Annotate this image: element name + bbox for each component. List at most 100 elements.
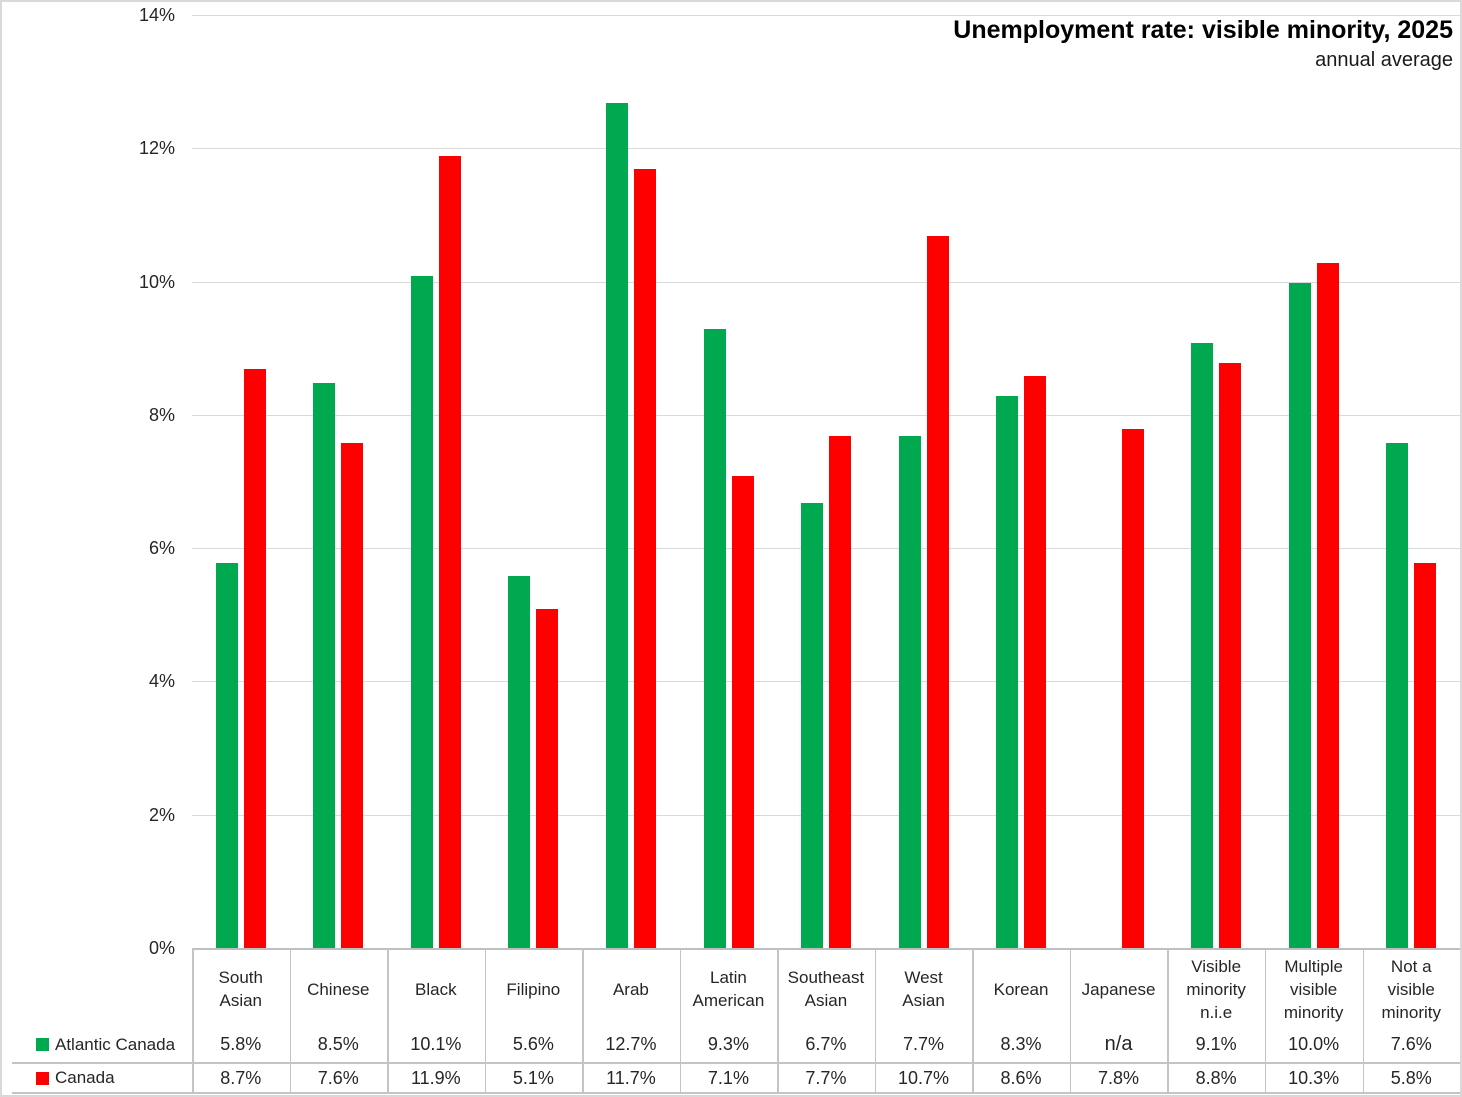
- bar-atlantic-canada-chinese[interactable]: [313, 382, 336, 949]
- y-axis-label: 14%: [138, 5, 175, 25]
- table-cell-atlantic-canada-latin-american: 9.3%: [707, 1034, 749, 1054]
- bar-canada-southeast-asian[interactable]: [829, 435, 851, 949]
- table-cell-atlantic-canada-filipino: 5.6%: [512, 1034, 554, 1054]
- table-cell-atlantic-canada-chinese: 8.5%: [317, 1034, 359, 1054]
- bar-canada-not-a-visible-minority[interactable]: [1414, 562, 1437, 949]
- bar-atlantic-canada-black[interactable]: [410, 275, 433, 949]
- bar-canada-arab[interactable]: [633, 169, 656, 949]
- gridline: [192, 15, 1460, 16]
- bar-canada-west-asian[interactable]: [926, 235, 949, 949]
- category-label-japanese: Japanese: [1081, 979, 1156, 999]
- legend-canada: Canada: [36, 1064, 115, 1092]
- table-row-divider: [12, 1062, 1460, 1064]
- gridline: [192, 548, 1460, 550]
- table-column-divider: [1069, 949, 1072, 1094]
- bar-canada-japanese[interactable]: [1121, 429, 1144, 949]
- chart-subtitle: annual average: [1315, 49, 1453, 71]
- table-cell-canada-not-a-visible-minority: 5.8%: [1390, 1067, 1432, 1088]
- table-column-divider: [1264, 949, 1267, 1094]
- y-axis-label: 8%: [148, 404, 175, 425]
- category-label-korean: Korean: [993, 979, 1049, 999]
- y-axis-label: 2%: [148, 804, 175, 825]
- category-label-west-asian: West Asian: [902, 968, 945, 1010]
- table-cell-atlantic-canada-black: 10.1%: [410, 1034, 462, 1054]
- category-label-visible-minority-n-i-e: Visible minority n.i.e: [1186, 956, 1246, 1022]
- category-label-south-asian: South Asian: [218, 968, 263, 1010]
- table-cell-canada-black: 11.9%: [410, 1067, 461, 1088]
- table-cell-canada-korean: 8.6%: [1000, 1067, 1042, 1088]
- legend-swatch-atlantic-canada-icon: [36, 1038, 49, 1051]
- legend-label-atlantic-canada: Atlantic Canada: [55, 1034, 176, 1054]
- category-label-not-a-visible-minority: Not a visible minority: [1381, 956, 1441, 1022]
- table-cell-atlantic-canada-multiple-visible-minority: 10.0%: [1288, 1034, 1340, 1054]
- table-cell-atlantic-canada-south-asian: 5.8%: [220, 1034, 262, 1054]
- category-label-southeast-asian: Southeast Asian: [787, 968, 865, 1010]
- table-cell-canada-japanese: 7.8%: [1098, 1067, 1140, 1088]
- y-axis-label: 10%: [138, 271, 175, 292]
- bar-atlantic-canada-korean[interactable]: [996, 395, 1019, 949]
- table-column-divider: [484, 949, 487, 1094]
- bar-atlantic-canada-visible-minority-n-i-e[interactable]: [1191, 342, 1214, 949]
- table-column-divider: [1167, 949, 1169, 1094]
- table-cell-atlantic-canada-arab: 12.7%: [605, 1034, 657, 1054]
- category-label-arab: Arab: [612, 979, 649, 999]
- y-axis-label: 6%: [148, 538, 175, 559]
- table-cell-atlantic-canada-southeast-asian: 6.7%: [805, 1034, 847, 1054]
- table-cell-atlantic-canada-korean: 8.3%: [1000, 1034, 1042, 1054]
- bar-atlantic-canada-filipino[interactable]: [508, 575, 531, 949]
- table-bottom-border: [12, 1092, 1460, 1094]
- bar-canada-south-asian[interactable]: [243, 369, 266, 949]
- bar-canada-multiple-visible-minority[interactable]: [1316, 262, 1339, 949]
- bar-canada-black[interactable]: [438, 156, 461, 949]
- legend-atlantic-canada: Atlantic Canada: [36, 1028, 175, 1061]
- table-column-divider: [972, 949, 974, 1094]
- bar-atlantic-canada-west-asian[interactable]: [898, 435, 921, 949]
- bar-atlantic-canada-multiple-visible-minority[interactable]: [1288, 282, 1311, 949]
- bar-atlantic-canada-southeast-asian[interactable]: [801, 502, 823, 949]
- table-cell-atlantic-canada-not-a-visible-minority: 7.6%: [1390, 1034, 1432, 1054]
- category-label-multiple-visible-minority: Multiple visible minority: [1283, 956, 1344, 1022]
- table-cell-canada-visible-minority-n-i-e: 8.8%: [1195, 1067, 1237, 1088]
- table-column-divider: [387, 949, 389, 1094]
- chart-title: Unemployment rate: visible minority, 202…: [953, 16, 1453, 44]
- gridline: [192, 281, 1460, 283]
- table-cell-canada-chinese: 7.6%: [317, 1067, 359, 1088]
- legend-label-canada: Canada: [55, 1068, 115, 1087]
- table-column-divider: [289, 949, 292, 1094]
- table-column-divider: [679, 949, 682, 1094]
- table-cell-canada-arab: 11.7%: [606, 1067, 656, 1088]
- gridline: [192, 814, 1460, 816]
- table-cell-canada-west-asian: 10.7%: [898, 1067, 950, 1088]
- bar-atlantic-canada-latin-american[interactable]: [703, 329, 726, 949]
- table-cell-atlantic-canada-west-asian: 7.7%: [903, 1034, 945, 1054]
- table-cell-atlantic-canada-japanese: n/a: [1104, 1033, 1133, 1055]
- category-label-filipino: Filipino: [506, 979, 561, 999]
- table-cell-canada-multiple-visible-minority: 10.3%: [1288, 1067, 1340, 1088]
- y-axis-label: 12%: [138, 138, 175, 159]
- x-axis-line: [192, 948, 1460, 950]
- bar-canada-korean[interactable]: [1024, 375, 1047, 949]
- y-axis-label: 0%: [148, 938, 175, 958]
- table-cell-canada-filipino: 5.1%: [512, 1067, 554, 1088]
- bar-atlantic-canada-arab[interactable]: [605, 102, 628, 949]
- category-label-black: Black: [415, 979, 457, 999]
- table-cell-canada-south-asian: 8.7%: [220, 1067, 262, 1088]
- bar-atlantic-canada-south-asian[interactable]: [215, 562, 238, 949]
- gridline: [192, 148, 1460, 150]
- bar-atlantic-canada-not-a-visible-minority[interactable]: [1386, 442, 1409, 949]
- gridline: [192, 681, 1460, 683]
- legend-swatch-canada-icon: [36, 1071, 49, 1085]
- bar-canada-latin-american[interactable]: [731, 475, 754, 949]
- table-cell-canada-latin-american: 7.1%: [707, 1067, 749, 1088]
- table-column-divider: [874, 949, 877, 1094]
- table-column-divider: [1460, 949, 1462, 1094]
- bar-canada-chinese[interactable]: [341, 442, 364, 949]
- bar-canada-visible-minority-n-i-e[interactable]: [1219, 362, 1242, 949]
- bar-canada-filipino[interactable]: [536, 609, 559, 949]
- table-column-divider: [1362, 949, 1365, 1094]
- table-cell-canada-southeast-asian: 7.7%: [805, 1067, 847, 1088]
- table-cell-atlantic-canada-visible-minority-n-i-e: 9.1%: [1195, 1034, 1237, 1054]
- category-label-chinese: Chinese: [307, 979, 370, 999]
- gridline: [192, 414, 1460, 416]
